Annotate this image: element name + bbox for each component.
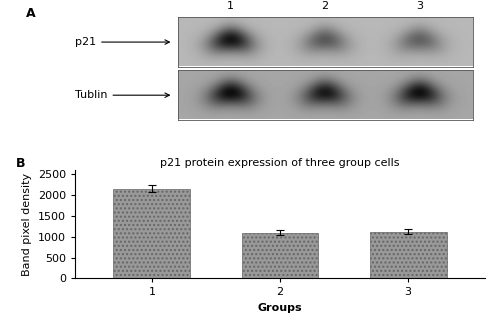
X-axis label: Groups: Groups <box>258 303 302 313</box>
Text: p21: p21 <box>75 37 170 47</box>
Text: A: A <box>26 7 36 20</box>
Text: Tublin: Tublin <box>75 90 170 100</box>
Y-axis label: Band pixel density: Band pixel density <box>22 172 32 276</box>
Bar <box>114 189 190 278</box>
Title: p21 protein expression of three group cells: p21 protein expression of three group ce… <box>160 158 400 168</box>
Text: 3: 3 <box>416 1 423 11</box>
Bar <box>370 232 446 278</box>
Text: B: B <box>16 157 25 170</box>
Bar <box>242 233 318 278</box>
Text: 2: 2 <box>322 1 328 11</box>
Text: 1: 1 <box>227 1 234 11</box>
